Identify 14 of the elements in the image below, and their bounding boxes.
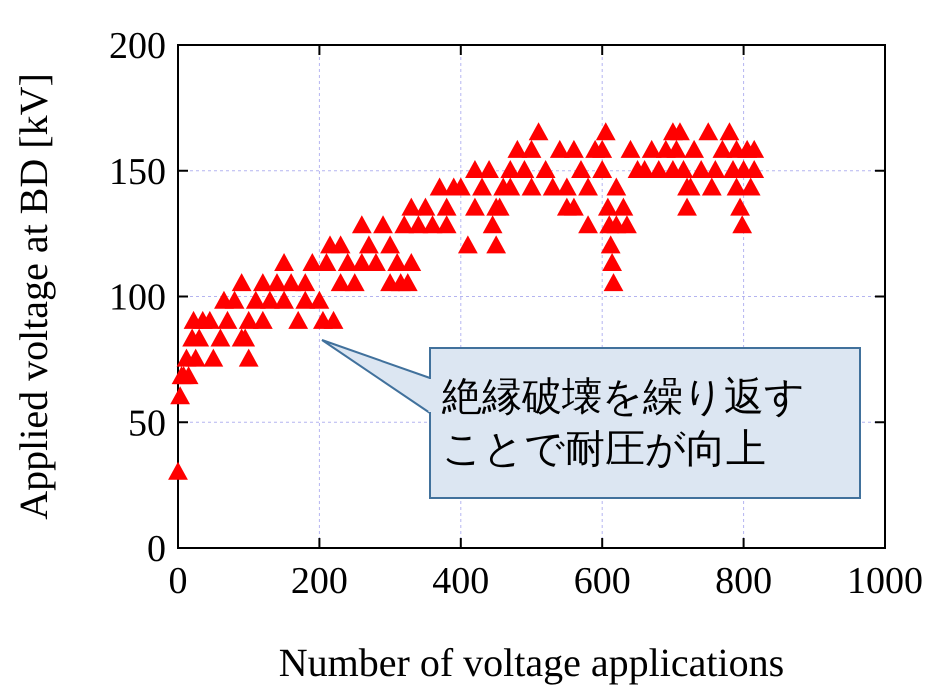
y-tick-label: 0: [147, 528, 166, 570]
y-tick-label: 200: [109, 25, 166, 67]
y-tick-label: 100: [109, 276, 166, 318]
x-tick-label: 1000: [847, 560, 923, 602]
x-tick-label: 800: [715, 560, 772, 602]
annotation: 絶縁破壊を繰り返すことで耐圧が向上: [441, 374, 805, 472]
y-tick-label: 150: [109, 150, 166, 193]
x-tick-label: 600: [574, 560, 631, 602]
callout: 絶縁破壊を繰り返すことで耐圧が向上: [321, 339, 861, 499]
x-tick-label: 200: [290, 560, 348, 602]
x-tick-label: 400: [432, 560, 490, 602]
y-tick-label: 50: [128, 402, 166, 444]
x-axis-title: Number of voltage applications: [278, 640, 784, 685]
y-axis-title: Applied voltage at BD [kV]: [11, 73, 56, 520]
